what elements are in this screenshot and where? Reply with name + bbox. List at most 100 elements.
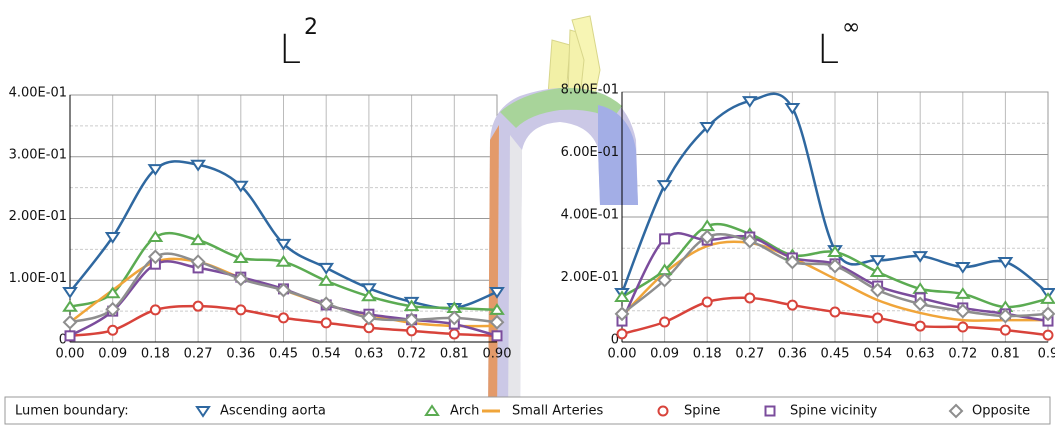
marker [232,251,249,264]
marker [1040,292,1055,304]
y-tick-label: 2.00E-01 [561,270,619,285]
marker [870,282,886,298]
marker [829,306,841,318]
marker [318,296,334,312]
legend-box [4,396,1051,425]
marker [147,230,164,243]
marker [614,306,630,322]
marker [701,296,713,308]
marker [190,159,206,172]
x-tick-label: 0.36 [778,347,807,362]
x-tick-label: 0.81 [991,347,1020,362]
x-tick-label: 0.45 [821,347,850,362]
y-tick-label: 1.00E-01 [9,271,67,286]
marker [489,286,505,299]
y-tick-label: 4.00E-01 [561,208,619,223]
marker [361,310,377,326]
y-tick-label: 8.00E-01 [561,83,619,98]
marker [741,96,758,108]
marker [999,324,1011,336]
marker [954,287,971,299]
y-tick-label: 0 [59,333,67,348]
marker [149,304,161,316]
x-tick-label: 0.27 [735,347,764,362]
marker [62,299,78,312]
marker [318,274,335,286]
aorta-model [488,15,638,420]
marker [742,233,758,249]
legend-label: Arch [450,404,479,419]
marker [614,290,630,302]
marker [744,292,756,304]
marker [955,303,971,319]
marker [195,406,211,418]
marker [489,314,505,330]
legend: Lumen boundary: Ascending aorta Arch Small… [4,396,1051,425]
marker [659,316,671,328]
marker [320,317,332,329]
marker [699,229,715,245]
x-tick-label: 0.90 [483,347,512,362]
y-tick-label: 2.00E-01 [9,209,67,224]
marker [275,254,292,267]
marker [914,320,926,332]
marker [1042,329,1054,341]
x-tick-label: 0.54 [863,347,892,362]
x-tick-label: 0.18 [141,347,170,362]
legend-label: Small Arteries [512,404,604,419]
marker [957,321,969,333]
x-tick-label: 0.72 [948,347,977,362]
marker [62,286,78,299]
legend-label: Spine vicinity [790,404,877,419]
marker [192,300,204,312]
x-tick-label: 0.9 [1038,347,1055,362]
marker [62,314,78,330]
x-tick-label: 0.45 [269,347,298,362]
series-line [621,240,1048,322]
marker [448,328,460,340]
marker [190,254,206,270]
chart-title-superscript: 2 [304,15,318,40]
aorta-ascending [598,105,638,205]
x-tick-label: 0.00 [608,347,637,362]
x-tick-label: 0.27 [184,347,213,362]
marker [446,310,462,326]
marker [424,404,440,416]
x-tick-label: 0.18 [693,347,722,362]
chart-title: L [817,27,839,73]
legend-label: Ascending aorta [220,404,326,419]
marker [948,403,964,419]
marker [64,330,76,342]
marker [318,262,335,275]
marker [659,233,671,245]
marker [764,405,776,417]
x-tick-label: 0.81 [440,347,469,362]
x-tick-label: 0.09 [650,347,679,362]
marker [235,304,247,316]
marker [869,265,886,277]
marker [869,255,886,267]
marker [361,283,377,296]
marker [489,303,505,315]
x-tick-label: 0.54 [312,347,341,362]
marker [786,299,798,311]
marker [107,324,119,336]
marker [233,271,249,287]
x-tick-label: 0.63 [906,347,935,362]
legend-label: Opposite [972,404,1030,419]
marker [147,249,163,265]
marker [784,254,800,270]
marker [276,282,291,298]
marker [403,299,420,312]
grid-layer [69,91,1049,343]
x-tick-label: 0.63 [354,347,383,362]
marker [361,289,377,302]
aorta-opposite-side [508,135,522,420]
marker [827,245,843,257]
marker [105,301,121,317]
marker [232,180,249,193]
legend-title: Lumen boundary: [15,404,129,419]
marker [699,122,716,134]
aorta-arch [500,87,622,128]
